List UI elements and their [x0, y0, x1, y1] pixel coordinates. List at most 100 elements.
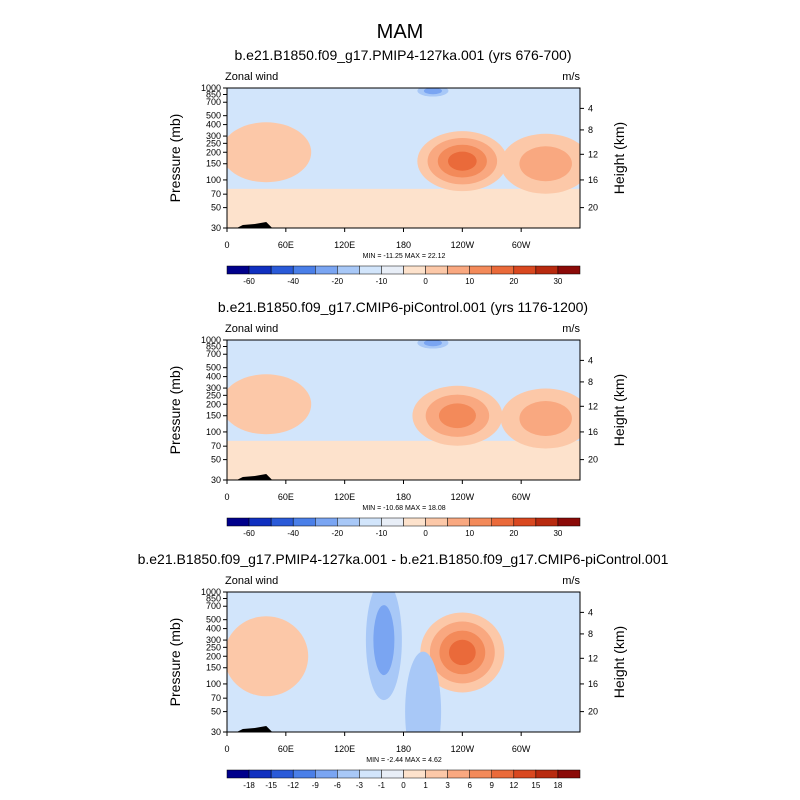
- colorbar-label: 10: [465, 277, 474, 286]
- x-tick-label: 180: [396, 240, 411, 250]
- colorbar-box: [469, 517, 492, 527]
- colorbar-label: 15: [531, 781, 540, 790]
- colorbar-box: [425, 769, 448, 779]
- contour-2-2: [519, 400, 572, 436]
- colorbar-label: -18: [243, 781, 255, 790]
- y2-tick-label: 4: [588, 103, 593, 113]
- colorbar-box: [513, 517, 537, 527]
- x-tick-label: 120E: [334, 492, 355, 502]
- y-tick-label: 1000: [201, 83, 221, 93]
- y-tick-label: 1000: [201, 335, 221, 345]
- colorbar-box: [447, 517, 470, 527]
- panel-title: b.e21.B1850.f09_g17.CMIP6-piControl.001 …: [218, 299, 588, 315]
- y2-tick-label: 20: [588, 203, 598, 213]
- colorbar-box: [248, 769, 272, 779]
- y-tick-label: 300: [206, 635, 221, 645]
- x-tick-label: 60W: [512, 744, 531, 754]
- x-tick-label: 60E: [278, 492, 294, 502]
- colorbar-box: [491, 265, 515, 275]
- x-tick-label: 60W: [512, 492, 531, 502]
- colorbar-box: [535, 517, 559, 527]
- colorbar-box: [469, 769, 492, 779]
- colorbar-box: [359, 517, 382, 527]
- colorbar-box: [270, 517, 294, 527]
- y-tick-label: 300: [206, 383, 221, 393]
- colorbar-box: [226, 769, 250, 779]
- contour-4-1: [312, 164, 357, 181]
- colorbar-box: [315, 517, 338, 527]
- units-label: m/s: [562, 323, 580, 335]
- colorbar-box: [491, 517, 515, 527]
- colorbar-label: -60: [243, 277, 255, 286]
- contour-2-1: [227, 616, 309, 697]
- colorbar-box: [535, 769, 559, 779]
- y2-tick-label: 4: [588, 355, 593, 365]
- panel-title: b.e21.B1850.f09_g17.PMIP4-127ka.001 (yrs…: [234, 47, 571, 63]
- x-tick-label: 120W: [451, 492, 475, 502]
- colorbar-label: -12: [287, 781, 299, 790]
- colorbar-label: 18: [553, 781, 562, 790]
- contour-3-1: [227, 122, 312, 183]
- y-tick-label: 850: [206, 593, 221, 603]
- colorbar-label: 0: [401, 781, 406, 790]
- colorbar-box: [557, 265, 581, 275]
- y-tick-label: 30: [211, 475, 221, 485]
- y2-tick-label: 16: [588, 175, 598, 185]
- y-axis-label: Pressure (mb): [167, 366, 183, 455]
- colorbar-box: [469, 265, 492, 275]
- colorbar-box: [447, 769, 470, 779]
- colorbar-label: -20: [332, 277, 344, 286]
- y-axis-label: Pressure (mb): [167, 618, 183, 707]
- colorbar-box: [491, 769, 515, 779]
- colorbar-label: -6: [334, 781, 342, 790]
- contour-fill: [227, 592, 505, 732]
- colorbar-box: [381, 769, 404, 779]
- colorbar-label: 9: [490, 781, 495, 790]
- terrain-silhouette: [236, 726, 273, 732]
- y-tick-label: 100: [206, 175, 221, 185]
- y-tick-label: 30: [211, 223, 221, 233]
- y2-tick-label: 8: [588, 629, 593, 639]
- colorbar-label: 20: [509, 277, 518, 286]
- y2-tick-label: 8: [588, 377, 593, 387]
- contour-fill: [227, 88, 580, 194]
- y-tick-label: 850: [206, 341, 221, 351]
- colorbar-box: [248, 517, 272, 527]
- panel-title: b.e21.B1850.f09_g17.PMIP4-127ka.001 - b.…: [138, 551, 669, 567]
- y-tick-label: 30: [211, 727, 221, 737]
- field-label: Zonal wind: [225, 323, 278, 335]
- colorbar-label: 20: [509, 529, 518, 538]
- min-max-stats: MIN = -10.68 MAX = 18.08: [362, 505, 445, 512]
- y-tick-label: 250: [206, 390, 221, 400]
- colorbar-box: [513, 265, 537, 275]
- contour-1-3: [438, 403, 476, 429]
- y-tick-label: 700: [206, 349, 221, 359]
- min-max-stats: MIN = -11.25 MAX = 22.12: [363, 253, 446, 260]
- colorbar-box: [315, 769, 338, 779]
- x-tick-label: 0: [224, 240, 229, 250]
- y2-tick-label: 20: [588, 707, 598, 717]
- y-tick-label: 200: [206, 399, 221, 409]
- colorbar-box: [381, 517, 404, 527]
- y-tick-label: 100: [206, 427, 221, 437]
- colorbar-label: -10: [376, 529, 388, 538]
- y-tick-label: 200: [206, 651, 221, 661]
- colorbar-box: [557, 769, 581, 779]
- contour-5-3: [423, 340, 442, 347]
- contour-4-1: [405, 651, 442, 732]
- y-tick-label: 50: [211, 707, 221, 717]
- colorbar-box: [447, 265, 470, 275]
- colorbar-box: [315, 265, 338, 275]
- y-tick-label: 500: [206, 615, 221, 625]
- field-label: Zonal wind: [225, 71, 278, 83]
- colorbar-box: [292, 517, 316, 527]
- y-tick-label: 250: [206, 642, 221, 652]
- y-tick-label: 500: [206, 111, 221, 121]
- y2-tick-label: 8: [588, 125, 593, 135]
- colorbar-box: [337, 265, 360, 275]
- contour-fill: [227, 340, 580, 449]
- y2-tick-label: 12: [588, 653, 598, 663]
- colorbar-label: -40: [287, 529, 299, 538]
- y-tick-label: 50: [211, 203, 221, 213]
